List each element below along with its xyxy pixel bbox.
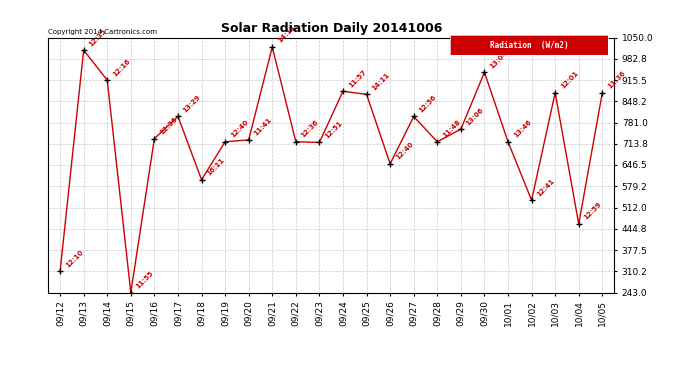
Text: 13:06: 13:06 [465,106,485,126]
Text: 12:56: 12:56 [418,94,437,114]
Text: 11:41: 11:41 [253,117,273,137]
Text: 12:10: 12:10 [64,249,84,268]
Text: 12:59: 12:59 [583,201,602,221]
Text: 12:36: 12:36 [159,116,178,136]
Text: 12:16: 12:16 [111,58,131,77]
Text: 12:41: 12:41 [535,177,555,198]
Text: 13:46: 13:46 [512,119,532,139]
Text: 12:51: 12:51 [324,120,344,140]
Text: 12:40: 12:40 [394,141,414,161]
Text: Copyright 2014 Cartronics.com: Copyright 2014 Cartronics.com [48,29,157,35]
Text: 11:48: 11:48 [442,119,462,139]
Text: 11:55: 11:55 [135,270,155,290]
Text: 13:04: 13:04 [489,50,509,69]
Text: 16:11: 16:11 [206,157,226,177]
Text: 12:36: 12:36 [300,119,319,139]
Text: 14:11: 14:11 [371,72,391,92]
Title: Solar Radiation Daily 20141006: Solar Radiation Daily 20141006 [221,22,442,35]
Text: 12:35: 12:35 [88,28,108,47]
Text: 12:01: 12:01 [560,70,579,90]
Text: 11:57: 11:57 [347,69,367,88]
Text: 11:36: 11:36 [607,70,627,90]
Text: 12:40: 12:40 [229,119,249,139]
Text: 14:11: 14:11 [277,24,297,44]
Text: 13:29: 13:29 [182,94,202,114]
